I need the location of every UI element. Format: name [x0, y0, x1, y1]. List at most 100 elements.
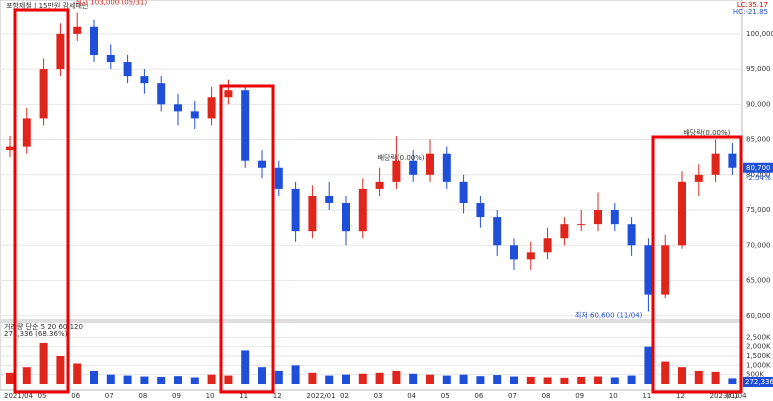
y-tick-label: 90,000: [746, 100, 771, 108]
volume-bar: [291, 365, 300, 384]
x-tick-label: 04: [407, 392, 416, 400]
candle-body: [543, 238, 552, 253]
x-tick-label: 07: [508, 392, 517, 400]
volume-bar: [678, 367, 686, 384]
last-price-box: [743, 162, 773, 173]
volume-bar: [6, 372, 14, 384]
x-tick-label: 2021/04: [4, 392, 34, 400]
volume-bar: [661, 361, 670, 384]
y-tick-label: 60,000: [746, 312, 771, 320]
annotation: 최고 103,000 (05/31): [75, 0, 147, 7]
candle-body: [224, 90, 233, 98]
candle-body: [627, 224, 636, 246]
x-tick-label: 09: [575, 392, 584, 400]
y-tick-label: 100,000: [746, 30, 773, 38]
volume-bar: [526, 376, 535, 384]
volume-sub: 272,336 (68.36%): [4, 330, 68, 338]
volume-bar: [644, 346, 653, 384]
x-tick-label: 07: [105, 392, 114, 400]
last-price: 80,700: [746, 164, 771, 172]
lc: LC:35.17: [737, 1, 768, 9]
volume-bar: [174, 376, 182, 384]
candle-body: [694, 174, 703, 182]
candle-body: [342, 202, 350, 232]
candle-body: [106, 54, 115, 63]
volume-bar: [39, 342, 48, 384]
volume-bar: [190, 377, 199, 384]
volume-bar: [442, 375, 451, 384]
volume-bar: [510, 376, 518, 384]
last-volume-box: [743, 377, 773, 387]
candle-body: [476, 202, 485, 218]
x-tick-label: 11: [642, 392, 651, 400]
volume-bar: [140, 376, 149, 384]
candle-body: [241, 90, 250, 161]
volume-bar: [22, 367, 31, 384]
last-volume: 272,336: [745, 378, 773, 386]
candle-body: [392, 160, 401, 182]
highlight-box: [219, 84, 275, 394]
x-tick-label: 12: [273, 392, 282, 400]
candle-body: [123, 62, 132, 77]
candle-body: [728, 153, 737, 168]
volume-bar: [728, 378, 737, 384]
y-tick-label: 1,500K: [746, 352, 771, 360]
candle-body: [594, 210, 602, 225]
candle-body: [375, 181, 384, 189]
volume-bar: [594, 376, 602, 384]
volume-bar: [207, 374, 216, 384]
candle-body: [526, 252, 535, 260]
x-tick-label: 10: [206, 392, 215, 400]
volume-legend: 거래량 단순 5 20 60 120: [4, 322, 83, 331]
volume-bar: [224, 375, 233, 384]
x-tick-label: 10: [609, 392, 618, 400]
candle-body: [73, 26, 82, 34]
candle-body: [190, 111, 199, 119]
y-tick-label: 70,000: [746, 241, 771, 249]
highlight-box: [13, 8, 70, 394]
y-tick-label: 85,000: [746, 136, 771, 144]
candle-body: [577, 224, 586, 226]
candle-body: [308, 195, 317, 232]
volume-bar: [342, 374, 350, 384]
x-tick-label: 03: [374, 392, 383, 400]
x-tick-label: 2023/01: [710, 392, 739, 400]
volume-bar: [308, 372, 317, 384]
candle-body: [258, 160, 266, 168]
change: -2.54%: [746, 174, 771, 182]
x-tick-label: 05: [38, 392, 47, 400]
annotation: 배당락(0.00%): [378, 153, 425, 162]
candle-body: [510, 245, 518, 260]
volume-bar: [56, 356, 65, 384]
annotation: 배당락(0.00%): [683, 128, 730, 137]
hc: HC:-21.85: [733, 8, 768, 16]
y-tick-label: 95,000: [746, 65, 771, 73]
volume-bar: [325, 375, 334, 384]
x-tick-label: 11: [239, 392, 248, 400]
y-tick-label: 1,000K: [746, 361, 771, 369]
candle-body: [6, 146, 14, 151]
volume-bar: [560, 377, 569, 384]
candle-body: [56, 33, 65, 70]
y-tick-label: 500K: [746, 371, 764, 379]
volume-bar: [123, 375, 132, 384]
candle-body: [426, 153, 434, 175]
candle-body: [661, 245, 670, 295]
candle-body: [678, 181, 686, 246]
volume-bar: [274, 370, 283, 384]
candle-body: [22, 118, 31, 147]
volume-bar: [392, 370, 401, 384]
annotation: 최저 60,600 (11/04): [575, 311, 643, 320]
volume-bar: [375, 372, 384, 384]
candle-body: [442, 153, 451, 182]
candle-body: [157, 83, 166, 105]
y-tick-label: 2,500K: [746, 333, 771, 341]
candle-body: [291, 188, 300, 232]
volume-bar: [459, 374, 468, 384]
candle-body: [644, 245, 653, 295]
volume-bar: [627, 375, 636, 384]
volume-bar: [157, 376, 166, 384]
y-tick-label: 75,000: [746, 206, 771, 214]
x-tick-label: 2022/01: [306, 392, 335, 400]
